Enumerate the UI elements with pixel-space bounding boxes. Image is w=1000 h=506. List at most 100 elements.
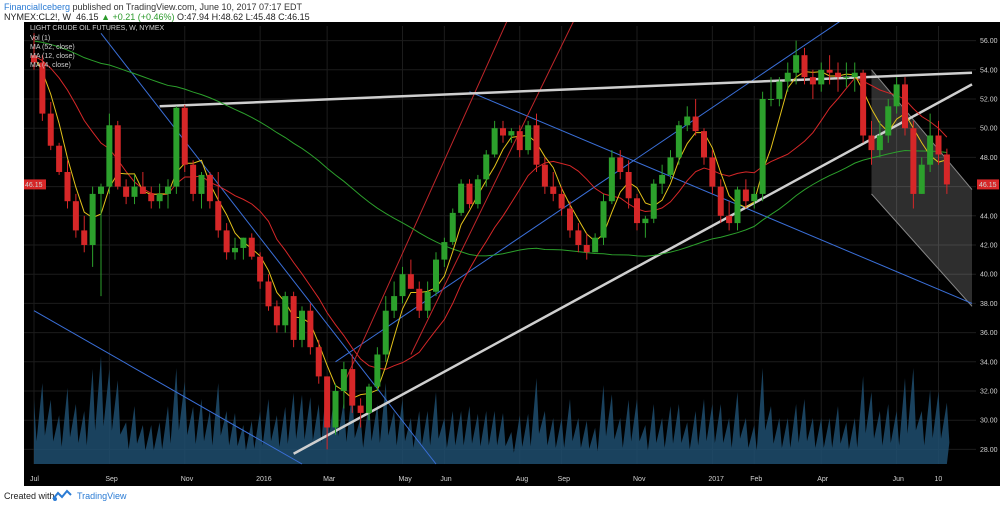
candle-body <box>943 154 950 185</box>
chart-area[interactable]: 56.0054.0052.0050.0048.0046.0044.0042.00… <box>24 22 1000 486</box>
x-tick-label: Feb <box>750 476 762 483</box>
candle-body <box>843 77 850 79</box>
candle-body <box>659 174 666 184</box>
candle-body <box>851 72 858 78</box>
candle-body <box>47 113 54 146</box>
candle-body <box>391 296 398 311</box>
candle-body <box>684 116 691 126</box>
candle-body <box>508 131 515 136</box>
candle-body <box>257 256 264 282</box>
candle-body <box>893 84 900 107</box>
candle-body <box>433 259 439 292</box>
candle-body <box>31 55 37 63</box>
candle-body <box>223 230 230 253</box>
candle-body <box>809 77 816 85</box>
legend-vol[interactable]: Vol (1) <box>30 35 51 42</box>
candle-body <box>106 125 113 187</box>
tradingview-brand[interactable]: TradingView <box>77 491 127 501</box>
legend-title: LIGHT CRUDE OIL FUTURES, W, NYMEX <box>30 25 165 32</box>
candle-body <box>173 107 180 187</box>
candle-body <box>935 135 942 155</box>
candle-body <box>466 183 473 205</box>
candle-body <box>726 215 733 224</box>
candle-body <box>98 186 104 194</box>
legend-ma52[interactable]: MA (52, close) <box>30 44 75 51</box>
candle-body <box>366 386 372 413</box>
x-tick-label: Nov <box>181 476 194 483</box>
candle-body <box>349 369 356 406</box>
x-axis: Jul Sep Nov 2016 Mar May Jun Aug Sep Nov 2017 Feb Ap… <box>30 476 942 483</box>
candle-body <box>407 274 414 289</box>
candle-body <box>709 157 716 187</box>
candle-body <box>860 72 867 136</box>
candle-body <box>198 174 205 194</box>
candle-body <box>215 201 222 231</box>
legend-ma12[interactable]: MA (12, close) <box>30 53 75 60</box>
blue-trend-line <box>100 32 437 465</box>
left-price-tag-label: 46.15 <box>25 182 43 189</box>
candle-body <box>541 164 548 187</box>
candle-body <box>56 145 63 172</box>
candle-body <box>190 164 197 194</box>
candle-body <box>81 230 88 245</box>
candle-body <box>927 135 934 165</box>
candle-body <box>675 125 682 158</box>
chart-header: FinancialIceberg published on TradingVie… <box>0 0 1000 22</box>
quote-line: NYMEX:CL2!, W 46.15 ▲ +0.21 (+0.46%) O:4… <box>4 12 310 22</box>
candle-body <box>918 164 925 194</box>
candle-body <box>634 198 640 224</box>
created-with-label: Created with <box>4 491 55 501</box>
volume-area <box>34 356 950 464</box>
legend-ma4[interactable]: MA (4, close) <box>30 62 71 69</box>
candle-body <box>382 310 389 355</box>
x-tick-label: Sep <box>558 476 571 483</box>
x-tick-label: Jun <box>440 476 451 483</box>
white-support-line <box>293 83 973 455</box>
y-tick-label: 30.00 <box>980 418 998 425</box>
candle-body <box>374 354 381 387</box>
candle-body <box>600 201 607 238</box>
candle-body <box>650 183 657 219</box>
candle-body <box>399 274 406 297</box>
candle-body <box>868 135 875 151</box>
candle-body <box>416 288 423 311</box>
candle-body <box>458 183 465 213</box>
candle-body <box>156 193 163 202</box>
candle-body <box>206 174 213 202</box>
x-tick-label: May <box>399 476 413 483</box>
y-axis: 56.0054.0052.0050.0048.0046.0044.0042.00… <box>24 38 999 454</box>
author-link[interactable]: FinancialIceberg <box>4 2 71 12</box>
candle-body <box>290 296 297 340</box>
x-tick-label: Aug <box>516 476 529 483</box>
candle-body <box>500 128 506 136</box>
candle-body <box>340 369 347 391</box>
y-tick-label: 28.00 <box>980 447 998 454</box>
x-tick-label: Jun <box>893 476 904 483</box>
chart-canvas[interactable]: 56.0054.0052.0050.0048.0046.0044.0042.00… <box>24 22 1000 486</box>
candle-body <box>165 186 171 194</box>
candle-body <box>89 193 96 245</box>
candle-body <box>39 62 46 114</box>
candle-body <box>835 72 841 78</box>
candle-body <box>232 247 238 253</box>
candle-body <box>592 237 599 253</box>
candle-body <box>282 296 289 326</box>
ma52-line <box>33 40 947 257</box>
candle-body <box>474 179 481 205</box>
candle-body <box>516 131 523 151</box>
candle-body <box>315 347 322 377</box>
price-change: ▲ +0.21 (+0.46%) <box>101 12 175 22</box>
candle-body <box>273 306 280 326</box>
last-price: 46.15 <box>76 12 99 22</box>
candle-body <box>734 189 741 224</box>
y-tick-label: 56.00 <box>980 38 998 45</box>
symbol-label[interactable]: NYMEX:CL2!, W <box>4 12 72 22</box>
ohlc-readout: O:47.94 H:48.62 L:45.48 C:46.15 <box>177 12 310 22</box>
candle-body <box>357 405 364 413</box>
candle-body <box>575 230 582 245</box>
y-tick-label: 32.00 <box>980 389 998 396</box>
blue-trend-line <box>33 310 303 465</box>
y-tick-label: 52.00 <box>980 97 998 104</box>
candle-body <box>692 116 699 132</box>
candle-body <box>751 193 758 202</box>
